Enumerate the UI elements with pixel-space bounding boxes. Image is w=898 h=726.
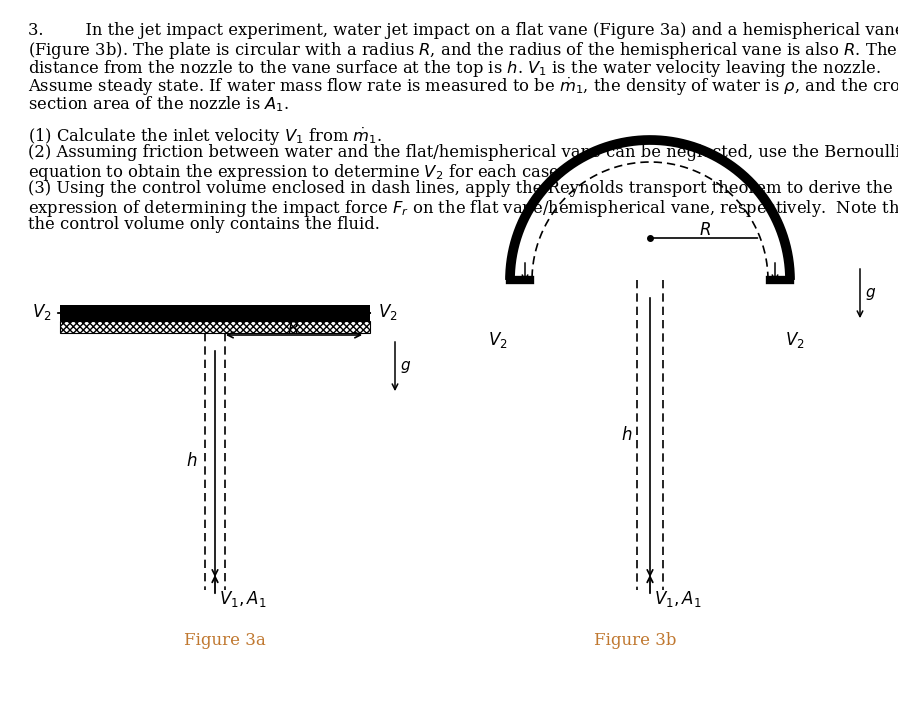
Text: (2) Assuming friction between water and the flat/hemispherical vane can be negle: (2) Assuming friction between water and …	[28, 144, 898, 161]
Text: 3.        In the jet impact experiment, water jet impact on a flat vane (Figure : 3. In the jet impact experiment, water j…	[28, 22, 898, 39]
Text: expression of determining the impact force $F_r$ on the flat vane/hemispherical : expression of determining the impact for…	[28, 198, 898, 219]
Text: $h$: $h$	[621, 426, 632, 444]
Text: (Figure 3b). The plate is circular with a radius $R$, and the radius of the hemi: (Figure 3b). The plate is circular with …	[28, 40, 897, 61]
Text: $g$: $g$	[400, 359, 411, 375]
Text: $h$: $h$	[186, 452, 197, 470]
Text: (1) Calculate the inlet velocity $V_1$ from $\dot{m}_1$.: (1) Calculate the inlet velocity $V_1$ f…	[28, 126, 383, 148]
Text: section area of the nozzle is $A_1$.: section area of the nozzle is $A_1$.	[28, 94, 289, 114]
Text: Figure 3a: Figure 3a	[184, 632, 266, 649]
Text: $R$: $R$	[700, 222, 711, 239]
Text: Assume steady state. If water mass flow rate is measured to be $\dot{m}_1$, the : Assume steady state. If water mass flow …	[28, 76, 898, 98]
Text: $\mathit{V_1, A_1}$: $\mathit{V_1, A_1}$	[219, 589, 267, 609]
Text: $V_2$: $V_2$	[489, 330, 507, 350]
Text: (3) Using the control volume enclosed in dash lines, apply the Reynolds transpor: (3) Using the control volume enclosed in…	[28, 180, 893, 197]
Text: Figure 3b: Figure 3b	[594, 632, 676, 649]
Text: $g$: $g$	[865, 286, 876, 302]
Text: $R$: $R$	[286, 321, 298, 338]
Text: $V_2$: $V_2$	[378, 302, 398, 322]
Text: the control volume only contains the fluid.: the control volume only contains the flu…	[28, 216, 380, 233]
Text: $\mathit{V_1, A_1}$: $\mathit{V_1, A_1}$	[654, 589, 701, 609]
Text: $V_2$: $V_2$	[32, 302, 52, 322]
Text: $V_2$: $V_2$	[785, 330, 805, 350]
Bar	[60, 321, 370, 333]
Bar	[60, 305, 370, 321]
Text: equation to obtain the expression to determine $V_2$ for each case.: equation to obtain the expression to det…	[28, 162, 564, 183]
Text: distance from the nozzle to the vane surface at the top is $h$. $V_1$ is the wat: distance from the nozzle to the vane sur…	[28, 58, 881, 79]
